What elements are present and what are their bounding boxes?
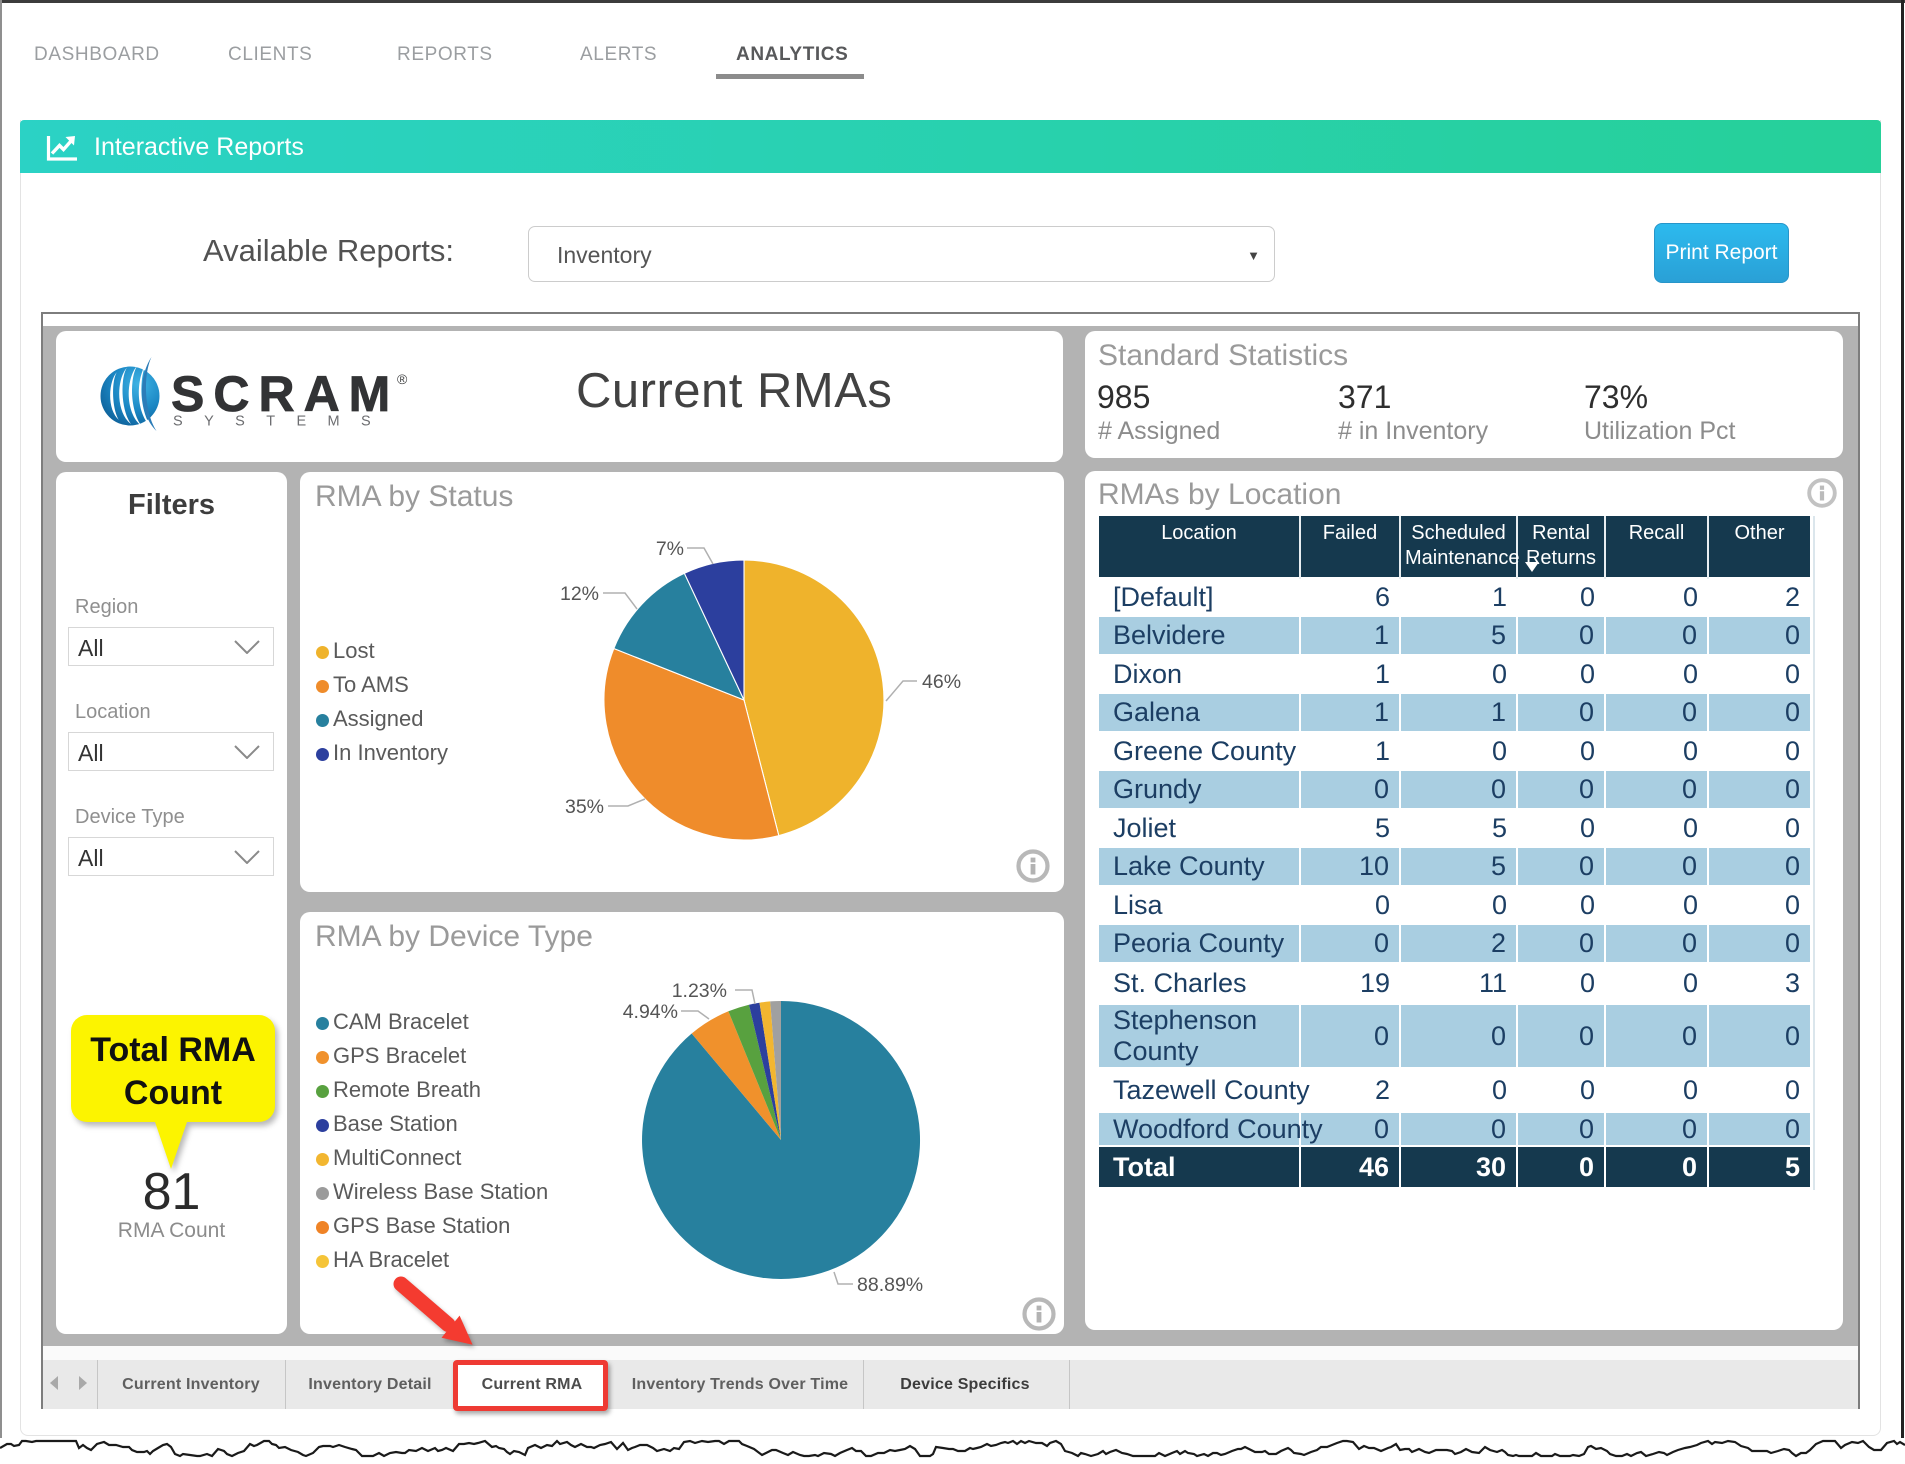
- svg-text:7%: 7%: [656, 538, 684, 560]
- svg-text:1.23%: 1.23%: [672, 980, 727, 1002]
- svg-text:88.89%: 88.89%: [857, 1274, 923, 1296]
- svg-text:35%: 35%: [565, 796, 604, 818]
- svg-text:®: ®: [397, 371, 408, 387]
- svg-text:4.94%: 4.94%: [623, 1001, 678, 1023]
- svg-text:12%: 12%: [560, 583, 599, 605]
- svg-text:SCRAM: SCRAM: [171, 366, 399, 422]
- svg-text:46%: 46%: [922, 671, 961, 693]
- svg-text:SYSTEMS: SYSTEMS: [173, 414, 392, 430]
